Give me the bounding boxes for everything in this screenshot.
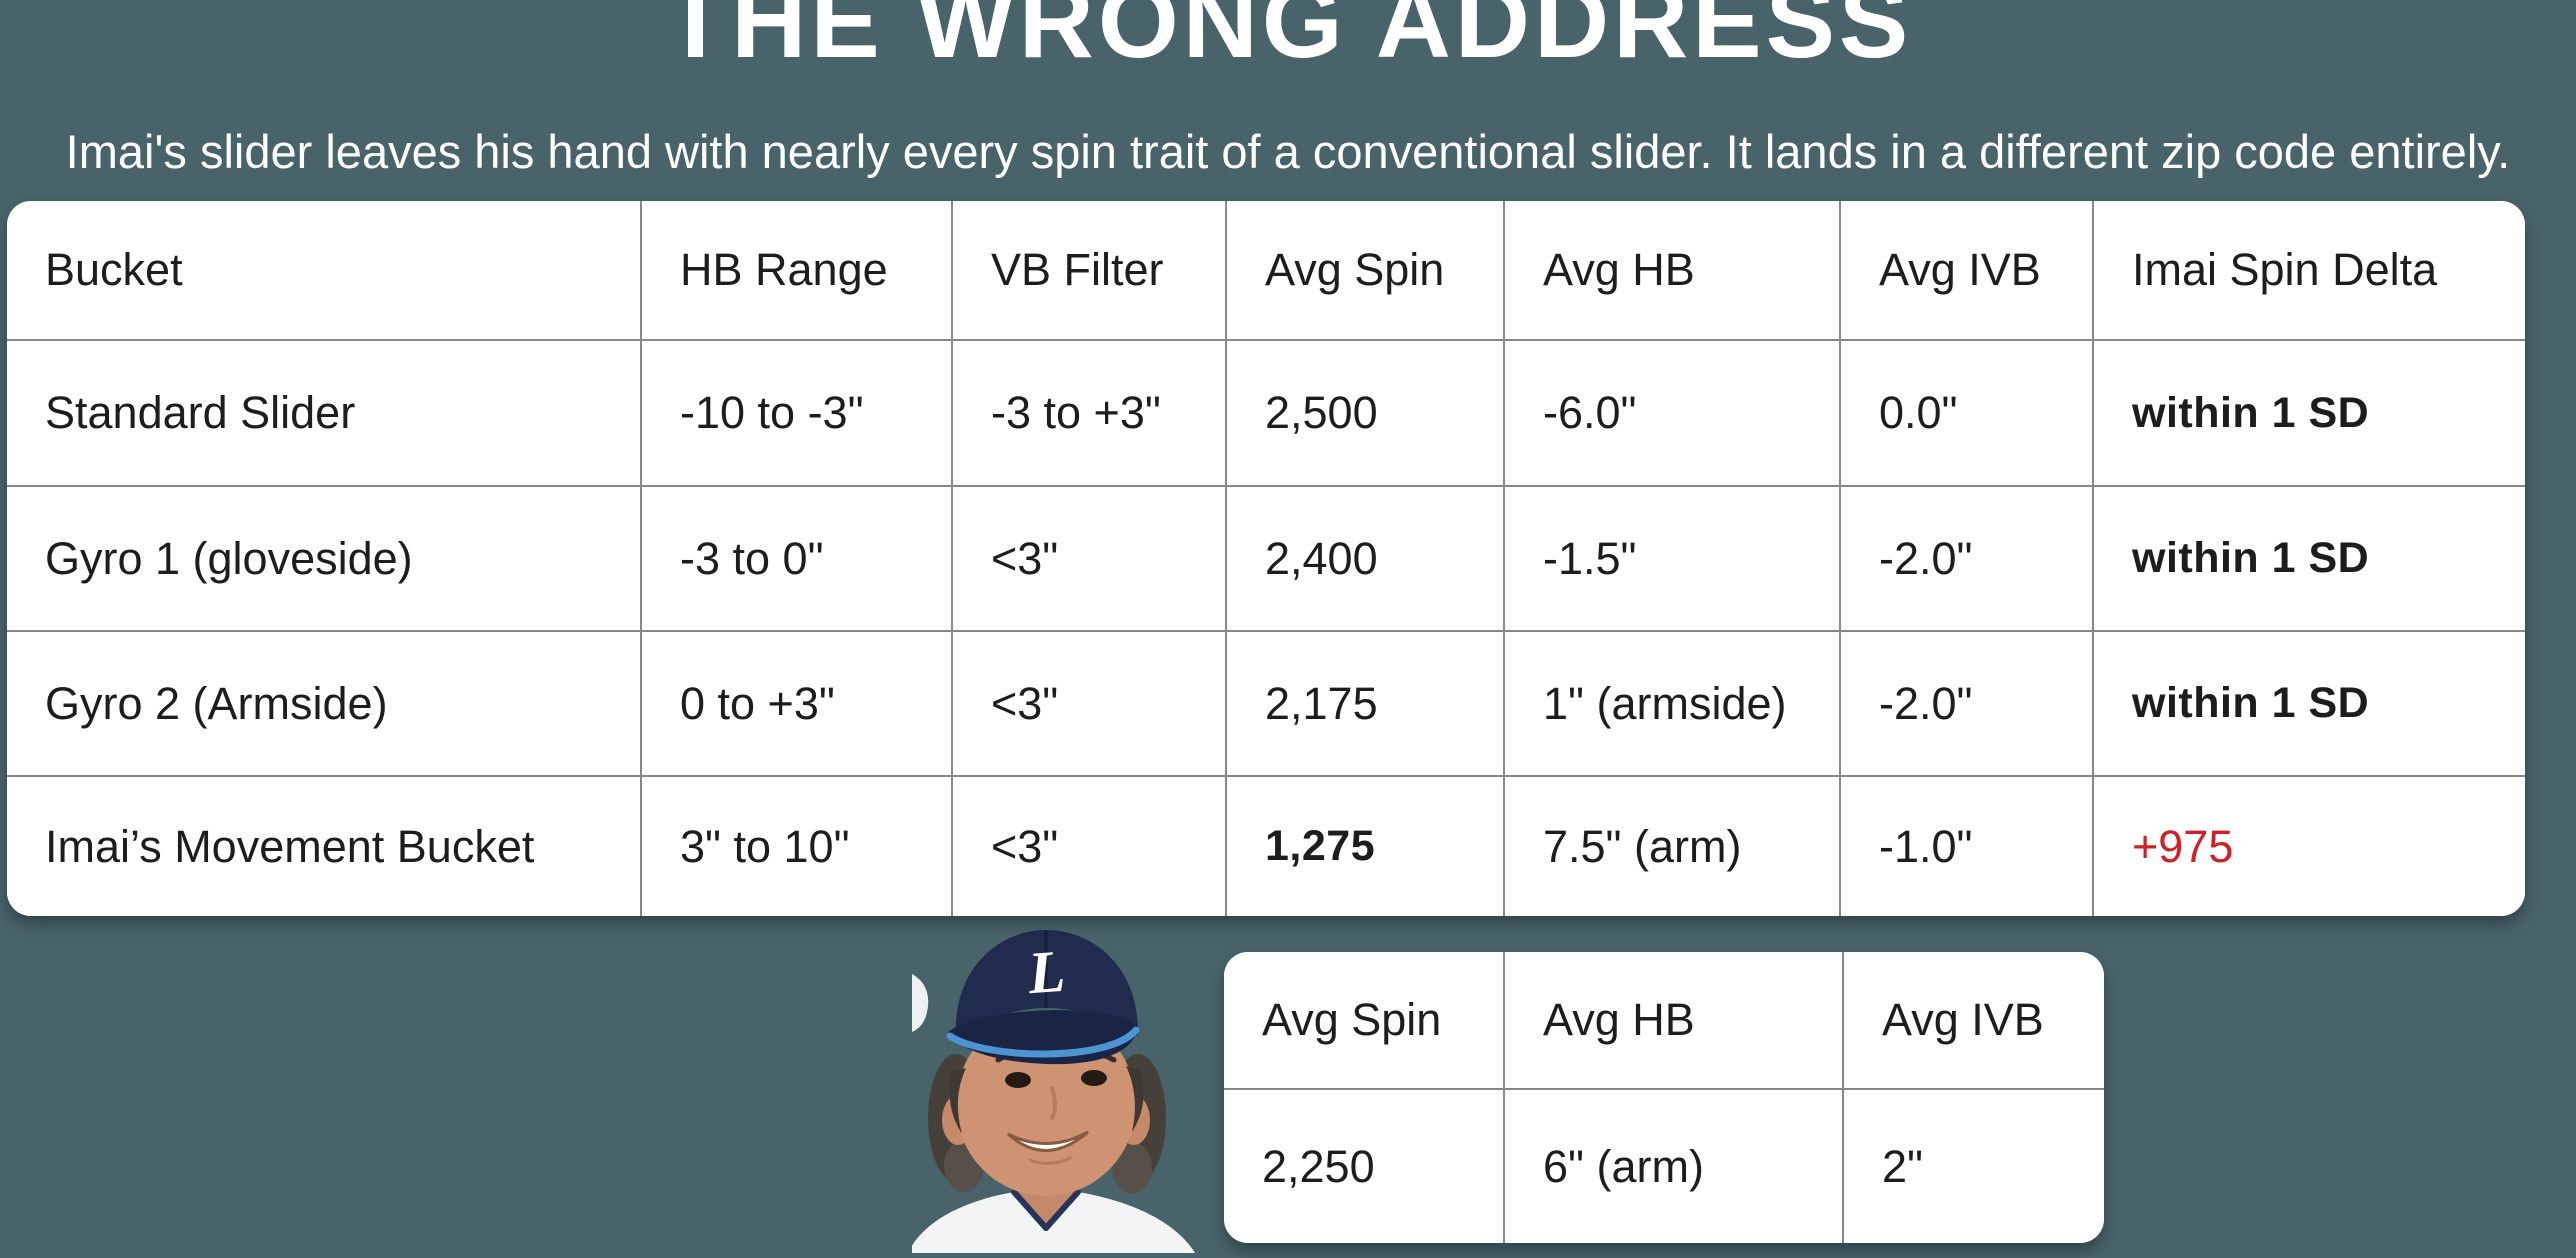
table-cell-avg-ivb: -2.0" xyxy=(1841,632,2094,777)
table-cell-avg-ivb: -2.0" xyxy=(1841,487,2094,632)
table-cell-avg-spin: 2,500 xyxy=(1227,341,1505,487)
table-cell-spin-delta: within 1 SD xyxy=(2094,341,2525,487)
page-subtitle: Imai's slider leaves his hand with nearl… xyxy=(65,125,2511,178)
table-cell-bucket: Imai’s Movement Bucket xyxy=(7,777,642,916)
table-cell-hb-range: -10 to -3" xyxy=(642,341,953,487)
table-cell-bucket: Standard Slider xyxy=(7,341,642,487)
table-cell-avg-hb: -1.5" xyxy=(1505,487,1841,632)
table-cell-avg-hb: 7.5" (arm) xyxy=(1505,777,1841,916)
table-cell-vb-filter: <3" xyxy=(953,632,1227,777)
imai-portrait-illustration: L xyxy=(906,930,1198,1258)
column-header-avg-spin: Avg Spin xyxy=(1224,952,1505,1090)
movement-bucket-table: Bucket HB Range VB Filter Avg Spin Avg H… xyxy=(7,201,2525,916)
table-cell-vb-filter: -3 to +3" xyxy=(953,341,1227,487)
table-cell-spin-delta: +975 xyxy=(2094,777,2525,916)
table-cell-hb-range: 0 to +3" xyxy=(642,632,953,777)
table-cell-avg-spin: 1,275 xyxy=(1227,777,1505,916)
table-cell-vb-filter: <3" xyxy=(953,487,1227,632)
column-header-bucket: Bucket xyxy=(7,201,642,341)
table-cell-avg-hb: -6.0" xyxy=(1505,341,1841,487)
column-header-avg-ivb: Avg IVB xyxy=(1841,201,2094,341)
column-header-hb-range: HB Range xyxy=(642,201,953,341)
column-header-imai-spin-delta: Imai Spin Delta xyxy=(2094,201,2525,341)
table-cell-avg-ivb: -1.0" xyxy=(1841,777,2094,916)
table-cell-spin-delta: within 1 SD xyxy=(2094,632,2525,777)
imai-averages-table: Avg Spin Avg HB Avg IVB 2,250 6" (arm) 2… xyxy=(1224,952,2104,1243)
table-cell-avg-ivb: 0.0" xyxy=(1841,341,2094,487)
column-header-avg-ivb: Avg IVB xyxy=(1844,952,2104,1090)
table-cell-avg-hb: 1" (armside) xyxy=(1505,632,1841,777)
page-title: THE WRONG ADDRESS xyxy=(663,0,1913,80)
column-header-vb-filter: VB Filter xyxy=(953,201,1227,341)
cap-letter-L: L xyxy=(1025,938,1067,1006)
column-header-avg-hb: Avg HB xyxy=(1505,201,1841,341)
table-cell-avg-hb: 6" (arm) xyxy=(1505,1090,1844,1243)
table-cell-avg-spin: 2,175 xyxy=(1227,632,1505,777)
table-cell-vb-filter: <3" xyxy=(953,777,1227,916)
table-cell-avg-spin: 2,400 xyxy=(1227,487,1505,632)
table-cell-avg-ivb: 2" xyxy=(1844,1090,2104,1243)
table-cell-bucket: Gyro 2 (Armside) xyxy=(7,632,642,777)
table-cell-spin-delta: within 1 SD xyxy=(2094,487,2525,632)
column-header-avg-hb: Avg HB xyxy=(1505,952,1844,1090)
table-cell-hb-range: -3 to 0" xyxy=(642,487,953,632)
table-cell-hb-range: 3" to 10" xyxy=(642,777,953,916)
column-header-avg-spin: Avg Spin xyxy=(1227,201,1505,341)
imai-photo: L xyxy=(906,928,1226,1258)
table-cell-avg-spin: 2,250 xyxy=(1224,1090,1505,1243)
table-cell-bucket: Gyro 1 (gloveside) xyxy=(7,487,642,632)
